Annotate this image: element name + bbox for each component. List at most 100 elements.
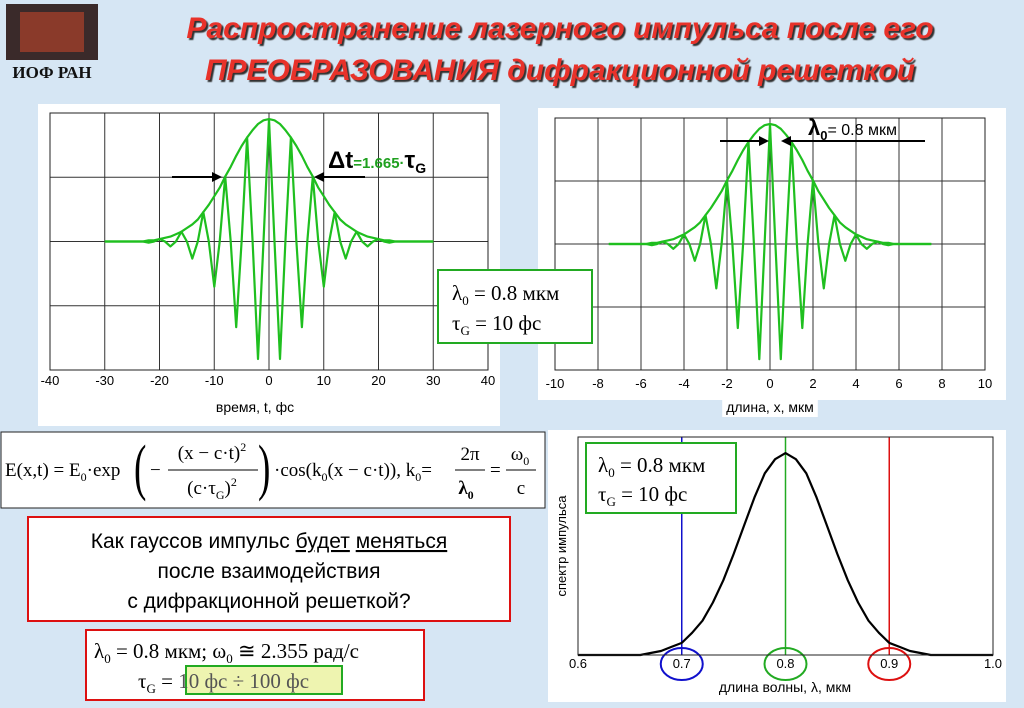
formula-part: 0 (321, 470, 327, 484)
annotation-part: =1.665· (353, 155, 404, 172)
x-tick-label: -10 (546, 376, 565, 391)
question-box (27, 516, 511, 622)
question-line: после взаимодействия (158, 560, 381, 583)
formula-part: (x − c·t) (178, 443, 240, 464)
param: λ0 = 0.8 мкм (598, 453, 705, 480)
x-tick-label: -30 (95, 373, 114, 388)
param-symbol: τ (598, 482, 606, 506)
x-tick-label: 1.0 (984, 656, 1002, 671)
question-part: меняться (356, 530, 448, 553)
param-part: 0 (226, 651, 233, 666)
x-axis-label-box (211, 397, 299, 417)
param-part: 0 (104, 651, 111, 666)
param-line: λ0 = 0.8 мкм; ω0 ≅ 2.355 рад/с (94, 639, 359, 666)
annotation-part: 0 (820, 128, 827, 143)
x-axis-label: время, t, фс (216, 399, 294, 415)
paren: ) (258, 433, 270, 502)
x-tick-label: 0.7 (673, 656, 691, 671)
annotation: λ0= 0.8 мкм (808, 115, 897, 143)
param: λ0 = 0.8 мкм (452, 281, 559, 308)
formula-part: ·cos(k (274, 460, 322, 481)
logo-text: ИОФ РАН (12, 63, 91, 82)
title: Распространение лазерного импульса после… (186, 12, 933, 45)
arrow-head (759, 136, 769, 146)
formula-box (0, 431, 546, 509)
x-tick-label: -20 (150, 373, 169, 388)
param-symbol: τ (452, 311, 460, 335)
formula-part: 0 (523, 454, 529, 468)
formula-part: 0 (468, 488, 474, 502)
param-part: = 0.8 мкм; ω (111, 639, 227, 663)
param-text: = 10 фс (470, 311, 542, 335)
formula-part: (x − c·t)), k (327, 460, 415, 481)
x-tick-label: 0 (766, 376, 773, 391)
marker-circle (867, 647, 912, 681)
formula-part: − (150, 460, 161, 481)
marker-circle (659, 647, 704, 681)
x-tick-label: 10 (317, 373, 331, 388)
y-axis-label: спектр импульса (554, 495, 569, 597)
formula-part: 0 (415, 470, 421, 484)
formula-part: (x − c·t)2 (178, 440, 246, 464)
arrow-head (781, 136, 791, 146)
x-tick-label: 0.8 (776, 656, 794, 671)
x-tick-label: 0 (265, 373, 272, 388)
formula-part: λ0 (458, 478, 473, 502)
annotation-part: G (415, 160, 426, 176)
x-tick-label: -2 (721, 376, 733, 391)
param-line: τG = 10 фс ÷ 100 фс (138, 669, 309, 696)
paren: ( (134, 433, 146, 502)
x-tick-label: 40 (481, 373, 495, 388)
question-line: с дифракционной решеткой? (127, 590, 410, 613)
formula-part: 0 (81, 470, 87, 484)
formula-part: (c·τG)2 (187, 475, 237, 502)
param-text: = 10 фс (616, 482, 688, 506)
x-tick-label: 2 (809, 376, 816, 391)
annotation-part: = 0.8 мкм (827, 122, 896, 139)
param: τG = 10 фс (598, 482, 687, 509)
x-tick-label: 0.9 (880, 656, 898, 671)
x-tick-label: -40 (41, 373, 60, 388)
param-part: λ (94, 639, 105, 663)
plot-frame (49, 112, 489, 371)
x-tick-label: 20 (371, 373, 385, 388)
param-range: 10 фс ÷ 100 фс (178, 669, 309, 693)
arrow-head (314, 172, 324, 182)
data-line (104, 117, 434, 243)
formula-part: = (421, 460, 432, 481)
param-box (437, 269, 593, 344)
annotation-part: λ (808, 115, 820, 140)
param-part: G (146, 681, 155, 696)
annotation: Δt=1.665·τG (328, 147, 426, 176)
param-part: τ (138, 669, 146, 693)
param-text: = 0.8 мкм (469, 281, 560, 305)
marker-circle (763, 647, 808, 681)
formula-part: 2π (460, 444, 480, 465)
question-part: будет (296, 530, 351, 553)
x-axis-label: длина волны, λ, мкм (719, 679, 851, 695)
param-part: ≅ 2.355 рад/с (233, 639, 359, 663)
formula-part: = (490, 460, 501, 481)
param-symbol: λ (598, 453, 609, 477)
param-sub: G (606, 494, 615, 509)
plot-frame (554, 117, 986, 371)
data-line (608, 122, 932, 246)
x-tick-label: 8 (938, 376, 945, 391)
annotation-part: Δt (328, 147, 353, 174)
formula-part: ·cos(k0(x − c·t)), k0= (274, 460, 432, 484)
formula-part: λ (458, 478, 468, 499)
param: τG = 10 фс (452, 311, 541, 338)
data-line (578, 452, 993, 657)
x-tick-label: -4 (678, 376, 690, 391)
x-tick-label: 10 (978, 376, 992, 391)
param-symbol: λ (452, 281, 463, 305)
param-part: = (156, 669, 178, 693)
formula-part: (c·τ (187, 478, 216, 499)
formula-part: E(x,t) = E (5, 460, 81, 481)
formula-part: 2 (240, 440, 246, 454)
plot-frame (577, 436, 994, 656)
param-sub: 0 (462, 293, 469, 308)
formula: E(x,t) = E0·exp ( − (x − c·t)2 (c·τG)2 )… (5, 433, 536, 503)
